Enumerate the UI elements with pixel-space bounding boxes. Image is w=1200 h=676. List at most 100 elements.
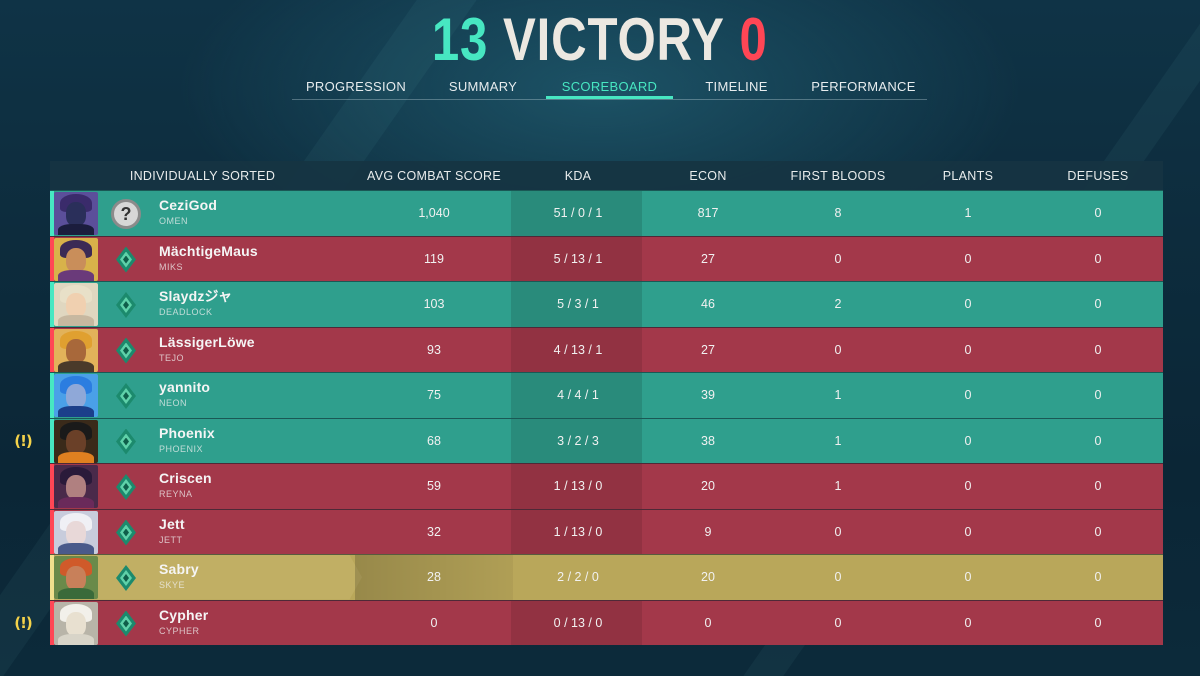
tab-summary[interactable]: SUMMARY <box>448 79 518 94</box>
agent-portrait <box>54 556 98 599</box>
column-header-first-bloods[interactable]: FIRST BLOODS <box>790 168 886 183</box>
warning-icon[interactable]: (!) <box>14 613 33 632</box>
scoreboard-header: INDIVIDUALLY SORTED AVG COMBAT SCORE KDA… <box>50 161 1163 190</box>
team-color-edge <box>50 555 54 600</box>
column-header-player[interactable]: INDIVIDUALLY SORTED <box>129 168 276 183</box>
column-header-econ[interactable]: ECON <box>689 168 727 183</box>
acs-value: 68 <box>427 433 441 448</box>
agent-portrait <box>54 283 98 326</box>
team-color-edge <box>50 464 54 509</box>
scoreboard-row[interactable]: Cypher CYPHER 0 0 / 13 / 0 0 0 0 0 <box>50 599 1163 646</box>
econ-value: 9 <box>704 524 712 539</box>
team-color-edge <box>50 418 54 463</box>
agent-name: DEADLOCK <box>159 307 213 317</box>
player-name[interactable]: Criscen <box>159 470 212 486</box>
first-bloods-value: 1 <box>834 433 842 448</box>
agent-portrait <box>54 192 98 235</box>
scoreboard-row[interactable]: LässigerLöwe TEJO 93 4 / 13 / 1 27 0 0 0 <box>50 326 1163 372</box>
team-color-edge <box>50 191 54 236</box>
kda-value: 5 / 3 / 1 <box>557 297 599 312</box>
first-bloods-value: 0 <box>834 342 842 357</box>
agent-portrait <box>54 510 98 554</box>
scoreboard-row[interactable]: Slaydzジャ DEADLOCK 103 5 / 3 / 1 46 2 0 0 <box>50 281 1163 327</box>
player-name[interactable]: yannito <box>159 379 211 395</box>
player-name[interactable]: Slaydzジャ <box>159 288 233 304</box>
scoreboard-row[interactable]: Jett JETT 32 1 / 13 / 0 9 0 0 0 <box>50 508 1163 554</box>
player-names: MächtigeMaus MIKS <box>159 243 258 273</box>
player-name[interactable]: Sabry <box>159 561 199 577</box>
player-cell: Cypher CYPHER <box>50 601 355 646</box>
defuses-value: 0 <box>1094 297 1102 312</box>
player-cell: Sabry SKYE <box>50 555 355 600</box>
tab-performance[interactable]: PERFORMANCE <box>811 79 916 94</box>
agent-name: CYPHER <box>159 625 200 636</box>
team-color-edge <box>50 236 54 281</box>
kda-value: 51 / 0 / 1 <box>553 206 603 221</box>
defuses-value: 0 <box>1094 206 1102 221</box>
player-names: yannito NEON <box>159 379 210 409</box>
scoreboard-row[interactable]: Criscen REYNA 59 1 / 13 / 0 20 1 0 0 <box>50 463 1163 509</box>
player-names: Jett JETT <box>159 516 185 546</box>
kda-value: 1 / 13 / 0 <box>553 479 603 494</box>
scoreboard-row[interactable]: yannito NEON 75 4 / 4 / 1 39 1 0 0 <box>50 372 1163 418</box>
agent-name: JETT <box>159 534 183 545</box>
player-name[interactable]: Cypher <box>159 606 209 623</box>
team-color-edge <box>50 509 54 554</box>
team-color-edge <box>50 373 54 418</box>
econ-value: 38 <box>701 433 715 448</box>
player-cell: yannito NEON <box>50 373 355 418</box>
tab-scoreboard[interactable]: SCOREBOARD <box>546 74 673 99</box>
warning-icon[interactable]: (!) <box>14 431 33 450</box>
player-name[interactable]: LässigerLöwe <box>159 333 255 350</box>
player-name[interactable]: MächtigeMaus <box>159 242 258 259</box>
scoreboard-row[interactable]: Phoenix PHOENIX 68 3 / 2 / 3 38 1 0 0 <box>50 417 1163 463</box>
rank-icon <box>110 381 142 411</box>
rank-icon <box>110 245 142 275</box>
econ-value: 46 <box>701 297 715 312</box>
plants-value: 1 <box>964 206 972 221</box>
scoreboard-rows: ? CeziGod OMEN 1,040 51 / 0 / 1 817 8 1 … <box>50 190 1163 645</box>
player-names: Criscen REYNA <box>159 470 212 500</box>
econ-value: 27 <box>701 342 715 357</box>
column-header-plants[interactable]: PLANTS <box>942 168 994 183</box>
kda-value: 0 / 13 / 0 <box>553 615 603 630</box>
agent-portrait <box>54 328 98 372</box>
rank-icon <box>110 563 142 593</box>
rank-icon <box>110 290 142 320</box>
player-name[interactable]: CeziGod <box>159 197 218 213</box>
acs-value: 0 <box>430 615 438 630</box>
column-header-defuses[interactable]: DEFUSES <box>1067 168 1129 183</box>
tab-progression[interactable]: PROGRESSION <box>305 79 407 94</box>
first-bloods-value: 0 <box>834 524 842 539</box>
column-header-kda[interactable]: KDA <box>564 168 592 183</box>
acs-value: 32 <box>427 524 441 539</box>
tab-bar: PROGRESSION SUMMARY SCOREBOARD TIMELINE … <box>292 74 927 100</box>
agent-name: OMEN <box>159 216 188 226</box>
plants-value: 0 <box>964 388 972 403</box>
scoreboard-row[interactable]: ? CeziGod OMEN 1,040 51 / 0 / 1 817 8 1 … <box>50 190 1163 236</box>
first-bloods-value: 8 <box>834 206 842 221</box>
column-header-acs[interactable]: AVG COMBAT SCORE <box>367 168 501 183</box>
defuses-value: 0 <box>1094 479 1102 494</box>
econ-value: 817 <box>697 206 719 221</box>
first-bloods-value: 0 <box>834 251 842 266</box>
agent-portrait <box>54 374 98 417</box>
unranked-icon: ? <box>110 199 142 229</box>
kda-column-shade <box>511 464 642 509</box>
acs-highlight <box>355 555 513 600</box>
player-name[interactable]: Jett <box>159 515 185 532</box>
acs-value: 119 <box>424 251 444 266</box>
agent-name: TEJO <box>159 352 185 363</box>
defuses-value: 0 <box>1094 524 1102 539</box>
rank-icon <box>110 336 142 366</box>
tab-timeline[interactable]: TIMELINE <box>705 79 768 94</box>
scoreboard-row[interactable]: Sabry SKYE 28 2 / 2 / 0 20 0 0 0 <box>50 554 1163 600</box>
player-names: Sabry SKYE <box>159 561 199 591</box>
scoreboard: INDIVIDUALLY SORTED AVG COMBAT SCORE KDA… <box>50 161 1163 645</box>
agent-name: REYNA <box>159 489 193 499</box>
scoreboard-row[interactable]: MächtigeMaus MIKS 119 5 / 13 / 1 27 0 0 … <box>50 235 1163 281</box>
team-color-edge <box>50 282 54 327</box>
player-name[interactable]: Phoenix <box>159 424 215 441</box>
kda-column-shade <box>511 373 642 418</box>
kda-value: 1 / 13 / 0 <box>553 524 603 539</box>
